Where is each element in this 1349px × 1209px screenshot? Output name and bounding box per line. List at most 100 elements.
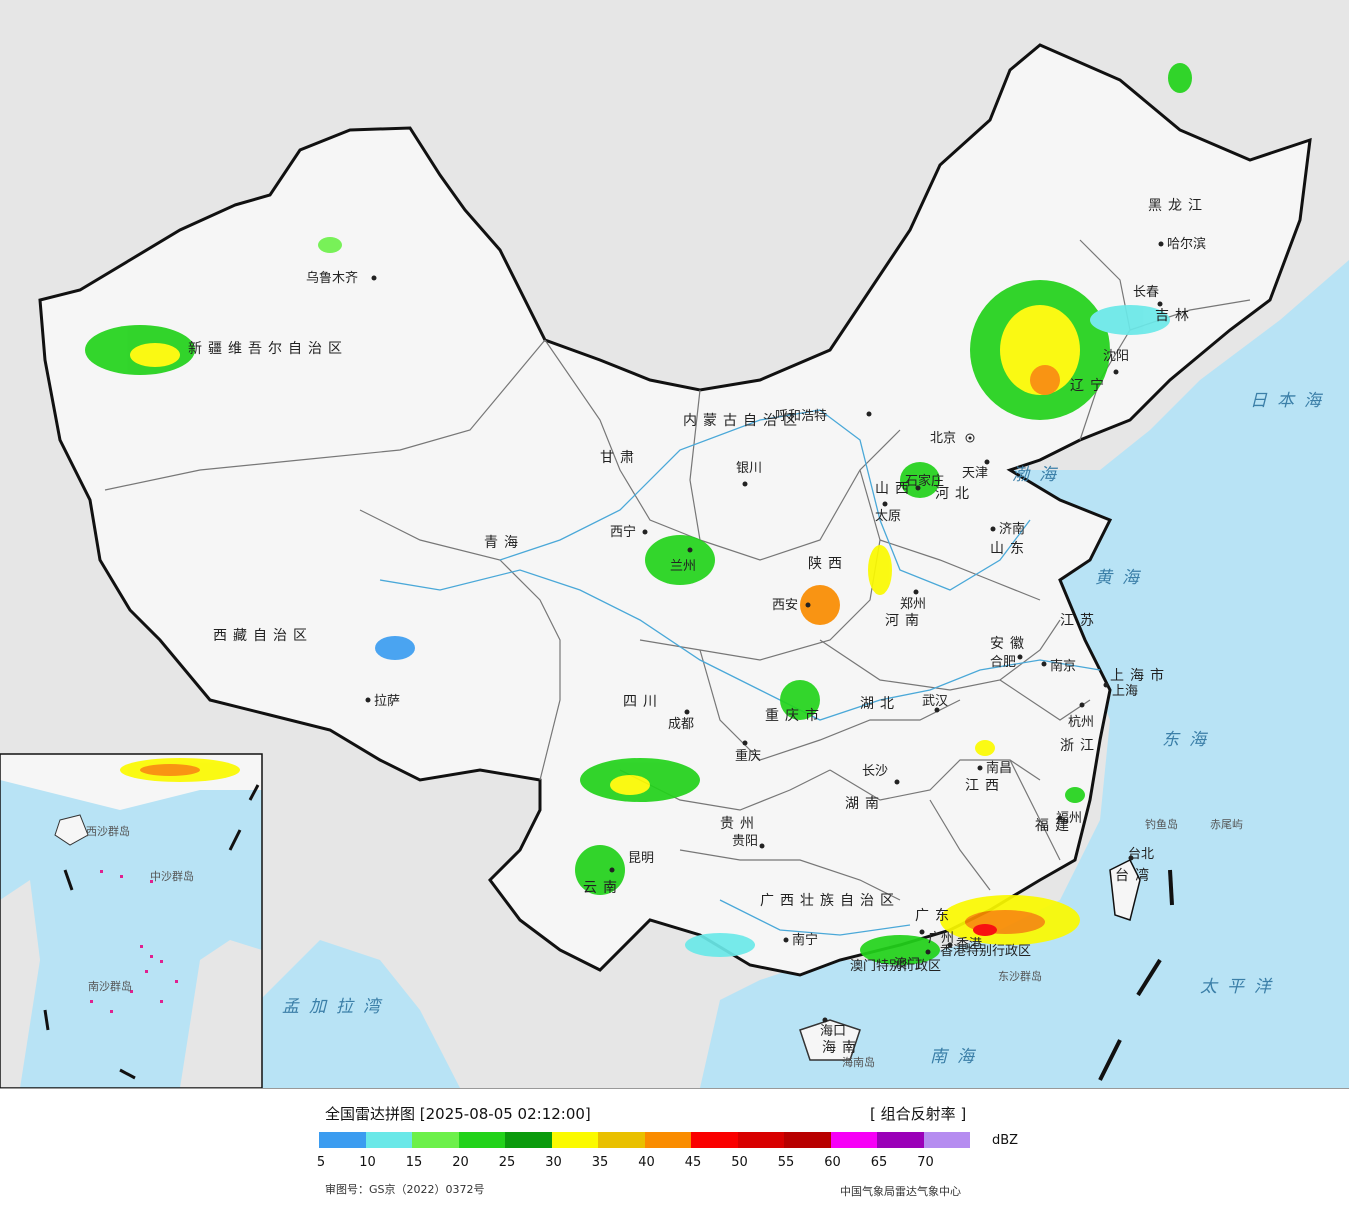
south-china-sea-inset bbox=[0, 753, 263, 1088]
color-bar-cell bbox=[737, 1132, 784, 1148]
svg-text:济南: 济南 bbox=[999, 521, 1025, 537]
color-bar-tick: 45 bbox=[684, 1155, 702, 1170]
color-bar-tick: 60 bbox=[824, 1155, 841, 1170]
color-bar-cell bbox=[784, 1132, 831, 1148]
color-bar-cell bbox=[505, 1132, 552, 1148]
city-nanjing: 南京 bbox=[1041, 658, 1076, 674]
label-neimenggu: 内蒙古自治区 bbox=[683, 413, 803, 429]
color-bar-cell bbox=[923, 1132, 970, 1148]
china-landmass bbox=[38, 43, 1312, 1061]
island-hainan: 海南岛 bbox=[842, 1055, 875, 1069]
city-lhasa: 拉萨 bbox=[365, 694, 400, 709]
city-kunming: 昆明 bbox=[609, 851, 654, 873]
island-nansha: 南沙群岛 bbox=[88, 979, 132, 993]
label-hubei: 湖北 bbox=[860, 696, 900, 712]
city-macao: 澳门 bbox=[894, 949, 931, 972]
city-hohhot: 呼和浩特 bbox=[775, 409, 872, 424]
svg-text:重庆: 重庆 bbox=[735, 748, 761, 764]
city-guangzhou: 广州 bbox=[919, 929, 954, 946]
city-haikou: 海口 bbox=[820, 1017, 846, 1039]
color-bar-cell bbox=[458, 1132, 505, 1148]
color-bar bbox=[319, 1132, 970, 1148]
label-taiwan: 台湾 bbox=[1115, 867, 1155, 884]
city-hangzhou: 杭州 bbox=[1068, 702, 1094, 730]
city-xian: 西安 bbox=[772, 598, 811, 613]
label-fujian: 福建 bbox=[1035, 818, 1075, 834]
radar-echoes bbox=[85, 63, 1192, 965]
svg-text:银川: 银川 bbox=[736, 461, 762, 476]
svg-text:成都: 成都 bbox=[668, 717, 694, 732]
color-bar-tick: 30 bbox=[545, 1155, 562, 1170]
svg-text:北京: 北京 bbox=[930, 431, 956, 446]
svg-text:石家庄: 石家庄 bbox=[905, 473, 944, 489]
city-urumqi: 乌鲁木齐 bbox=[306, 270, 377, 286]
svg-text:澳门: 澳门 bbox=[894, 956, 920, 972]
city-taiyuan: 太原 bbox=[875, 501, 901, 524]
sea-pacific: 太平洋 bbox=[1200, 977, 1281, 997]
color-bar-tick: 50 bbox=[731, 1155, 748, 1170]
color-bar-tick: 25 bbox=[498, 1155, 516, 1170]
color-bar-tick: 35 bbox=[591, 1155, 609, 1170]
color-bar-ticks: 5 10 15 20 25 30 35 40 45 50 55 60 65 70 bbox=[316, 1155, 1019, 1173]
city-hongkong: 香港 bbox=[947, 937, 982, 952]
label-liaoning: 辽宁 bbox=[1070, 377, 1110, 394]
svg-text:长沙: 长沙 bbox=[862, 764, 888, 779]
svg-text:香港: 香港 bbox=[956, 937, 982, 952]
city-zhengzhou: 郑州 bbox=[900, 589, 926, 612]
city-hefei: 合肥 bbox=[990, 654, 1023, 670]
color-bar-tick: 40 bbox=[638, 1155, 655, 1170]
svg-text:南昌: 南昌 bbox=[986, 760, 1012, 776]
city-lanzhou: 兰州 bbox=[670, 547, 696, 574]
svg-text:台北: 台北 bbox=[1128, 847, 1154, 862]
label-xinjiang: 新疆维吾尔自治区 bbox=[188, 341, 348, 357]
legend-panel: 全国雷达拼图 [2025-08-05 02:12:00] [ 组合反射率 ] d… bbox=[0, 1088, 1349, 1209]
label-henan: 河南 bbox=[885, 613, 925, 629]
island-xisha: 西沙群岛 bbox=[86, 824, 130, 838]
label-chongqing: 重庆市 bbox=[765, 707, 825, 724]
legend-product: [ 组合反射率 ] bbox=[870, 1105, 967, 1123]
city-wuhan: 武汉 bbox=[922, 694, 948, 713]
sea-south: 南海 bbox=[930, 1047, 984, 1067]
label-hainan: 海南 bbox=[822, 1040, 862, 1056]
label-hongkong: 香港特别行政区 bbox=[940, 944, 1031, 959]
svg-text:广州: 广州 bbox=[928, 931, 954, 946]
city-chengdu: 成都 bbox=[668, 709, 694, 732]
maritime-boundary bbox=[1098, 869, 1174, 1081]
label-jiangxi: 江西 bbox=[965, 778, 1005, 794]
label-heilongjiang: 黑龙江 bbox=[1148, 198, 1208, 214]
svg-text:海口: 海口 bbox=[820, 1024, 846, 1039]
legend-title: 全国雷达拼图 [2025-08-05 02:12:00] bbox=[325, 1105, 591, 1123]
label-macao: 澳门特别行政区 bbox=[850, 958, 941, 974]
color-bar-tick: 10 bbox=[359, 1155, 376, 1170]
label-xizang: 西藏自治区 bbox=[213, 628, 313, 644]
color-bar-tick: 15 bbox=[405, 1155, 423, 1170]
city-tianjin: 天津 bbox=[962, 459, 990, 481]
city-shenyang: 沈阳 bbox=[1103, 349, 1129, 375]
svg-text:长春: 长春 bbox=[1133, 285, 1159, 300]
label-jiangsu: 江苏 bbox=[1060, 613, 1100, 629]
city-nanning: 南宁 bbox=[783, 932, 818, 948]
svg-text:南宁: 南宁 bbox=[792, 932, 818, 948]
color-bar-tick: 20 bbox=[452, 1155, 469, 1170]
label-guangxi: 广西壮族自治区 bbox=[760, 893, 900, 909]
ocean bbox=[700, 260, 1349, 1088]
label-qinghai: 青海 bbox=[484, 535, 524, 551]
label-guangdong: 广东 bbox=[915, 908, 955, 924]
svg-text:杭州: 杭州 bbox=[1068, 715, 1094, 730]
color-bar-tick: 5 bbox=[316, 1155, 326, 1170]
city-harbin: 哈尔滨 bbox=[1158, 236, 1206, 252]
city-shanghai: 上海 bbox=[1103, 682, 1138, 699]
color-bar-cell bbox=[412, 1132, 459, 1148]
region-labels: 新疆维吾尔自治区 西藏自治区 青海 甘肃 内蒙古自治区 黑龙江 吉林 辽宁 山西… bbox=[188, 198, 1208, 1056]
sea-yellow: 黄海 bbox=[1095, 568, 1149, 588]
svg-text:拉萨: 拉萨 bbox=[374, 694, 400, 709]
color-bar-tick: 55 bbox=[777, 1155, 795, 1170]
svg-text:天津: 天津 bbox=[962, 466, 988, 481]
svg-text:武汉: 武汉 bbox=[922, 694, 948, 709]
island-chiwei: 赤尾屿 bbox=[1210, 818, 1243, 831]
label-shandong: 山东 bbox=[990, 541, 1030, 557]
svg-text:上海: 上海 bbox=[1112, 684, 1138, 699]
city-fuzhou: 福州 bbox=[1056, 811, 1082, 826]
label-zhejiang: 浙江 bbox=[1060, 738, 1100, 754]
credit: 中国气象局雷达气象中心 bbox=[840, 1185, 961, 1198]
